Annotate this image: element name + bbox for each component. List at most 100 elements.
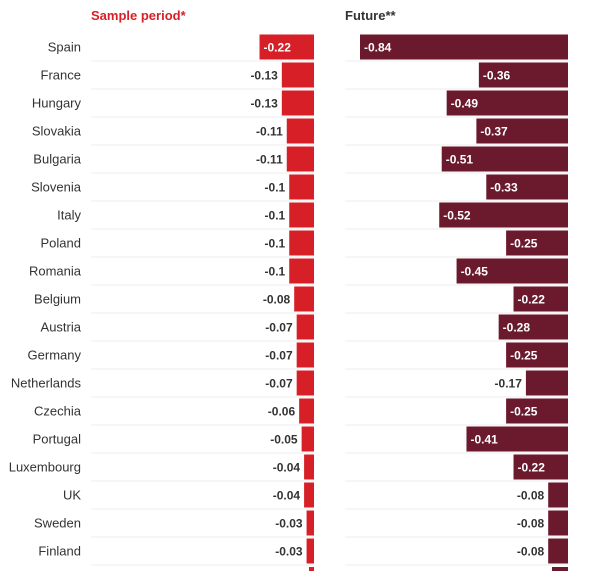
bar-sample-netherlands: [296, 370, 314, 396]
data-label-sample-czechia: -0.06: [268, 405, 296, 419]
panel-title-sample-period: Sample period*: [91, 8, 187, 23]
bar-future-spain: [360, 34, 568, 60]
bar-sample-bulgaria: [286, 146, 314, 172]
bar-future-netherlands: [525, 370, 568, 396]
country-label-portugal: Portugal: [33, 432, 82, 447]
bar-future-slovenia: [486, 174, 568, 200]
country-label-netherlands: Netherlands: [11, 376, 82, 391]
bar-future-austria: [498, 314, 568, 340]
country-label-germany: Germany: [28, 348, 82, 363]
data-label-future-luxembourg: -0.22: [518, 461, 546, 475]
country-label-bulgaria: Bulgaria: [33, 152, 81, 167]
chart-rows: Spain -0.22 -0.84 France -0.13 -0.36 Hungary -0…: [9, 34, 568, 571]
bar-sample-slovenia: [289, 174, 314, 200]
bar-future-italy: [439, 202, 568, 228]
data-label-sample-finland: -0.03: [275, 545, 303, 559]
bar-sample-finland: [306, 538, 314, 564]
data-label-sample-bulgaria: -0.11: [256, 153, 283, 167]
data-label-future-poland: -0.25: [510, 237, 538, 251]
country-label-sweden: Sweden: [34, 516, 81, 531]
country-label-luxembourg: Luxembourg: [9, 460, 81, 475]
data-label-future-romania: -0.45: [461, 265, 489, 279]
data-label-future-belgium: -0.22: [518, 293, 546, 307]
bar-sample-germany: [296, 342, 314, 368]
bar-sample-uk: [304, 482, 314, 508]
bar-future-luxembourg: [513, 454, 568, 480]
bar-sample-hungary: [281, 90, 314, 116]
bar-sample-spain: [259, 34, 314, 60]
country-label-finland: Finland: [38, 544, 81, 559]
data-label-future-slovakia: -0.37: [480, 125, 508, 139]
data-label-sample-slovenia: -0.1: [265, 181, 286, 195]
bar-future-czechia: [506, 398, 568, 424]
data-label-sample-france: -0.13: [250, 69, 278, 83]
data-label-future-bulgaria: -0.51: [446, 153, 474, 167]
bar-future-uk: [548, 482, 568, 508]
data-label-sample-netherlands: -0.07: [265, 377, 293, 391]
bar-future-finland: [548, 538, 568, 564]
bar-future-france: [478, 62, 568, 88]
country-label-czechia: Czechia: [34, 404, 82, 419]
bar-future-portugal: [466, 426, 568, 452]
bar-sample-sweden: [306, 510, 314, 536]
bar-sample-cutoff: [309, 567, 314, 571]
data-label-sample-uk: -0.04: [273, 489, 301, 503]
country-label-hungary: Hungary: [32, 96, 82, 111]
data-label-future-slovenia: -0.33: [490, 181, 518, 195]
bar-sample-austria: [296, 314, 314, 340]
data-label-sample-sweden: -0.03: [275, 517, 303, 531]
data-label-future-uk: -0.08: [517, 489, 545, 503]
bar-future-hungary: [446, 90, 568, 116]
bar-future-romania: [456, 258, 568, 284]
bar-sample-italy: [289, 202, 314, 228]
data-label-future-hungary: -0.49: [451, 97, 479, 111]
bar-future-germany: [506, 342, 568, 368]
data-label-future-austria: -0.28: [503, 321, 531, 335]
data-label-future-spain: -0.84: [364, 41, 392, 55]
data-label-sample-romania: -0.1: [265, 265, 286, 279]
data-label-sample-spain: -0.22: [264, 41, 292, 55]
panel-title-future: Future**: [345, 8, 397, 23]
data-label-future-germany: -0.25: [510, 349, 538, 363]
bar-sample-czechia: [299, 398, 314, 424]
bar-sample-poland: [289, 230, 314, 256]
bar-sample-slovakia: [286, 118, 314, 144]
data-label-future-italy: -0.52: [443, 209, 471, 223]
bar-future-poland: [506, 230, 568, 256]
bar-sample-romania: [289, 258, 314, 284]
data-label-sample-austria: -0.07: [265, 321, 293, 335]
data-label-future-czechia: -0.25: [510, 405, 538, 419]
data-label-future-portugal: -0.41: [470, 433, 498, 447]
data-label-future-netherlands: -0.17: [495, 377, 523, 391]
bar-future-sweden: [548, 510, 568, 536]
country-label-belgium: Belgium: [34, 292, 81, 307]
data-label-sample-italy: -0.1: [265, 209, 286, 223]
data-label-sample-portugal: -0.05: [270, 433, 298, 447]
bar-sample-luxembourg: [304, 454, 314, 480]
data-label-future-finland: -0.08: [517, 545, 545, 559]
bar-future-slovakia: [476, 118, 568, 144]
country-label-uk: UK: [63, 488, 81, 503]
data-label-sample-poland: -0.1: [265, 237, 286, 251]
data-label-sample-germany: -0.07: [265, 349, 293, 363]
data-label-sample-luxembourg: -0.04: [273, 461, 301, 475]
country-label-italy: Italy: [57, 208, 81, 223]
bar-future-cutoff: [552, 567, 568, 571]
country-label-slovenia: Slovenia: [31, 180, 82, 195]
bar-sample-france: [281, 62, 314, 88]
bar-sample-belgium: [294, 286, 314, 312]
bar-sample-portugal: [301, 426, 314, 452]
country-label-romania: Romania: [29, 264, 82, 279]
country-label-slovakia: Slovakia: [32, 124, 82, 139]
country-label-france: France: [41, 68, 81, 83]
data-label-sample-slovakia: -0.11: [256, 125, 283, 139]
bar-future-bulgaria: [441, 146, 568, 172]
country-label-austria: Austria: [41, 320, 82, 335]
data-label-sample-hungary: -0.13: [250, 97, 278, 111]
data-label-future-france: -0.36: [483, 69, 511, 83]
bar-future-belgium: [513, 286, 568, 312]
data-label-sample-belgium: -0.08: [263, 293, 291, 307]
country-label-poland: Poland: [41, 236, 81, 251]
data-label-future-sweden: -0.08: [517, 517, 545, 531]
